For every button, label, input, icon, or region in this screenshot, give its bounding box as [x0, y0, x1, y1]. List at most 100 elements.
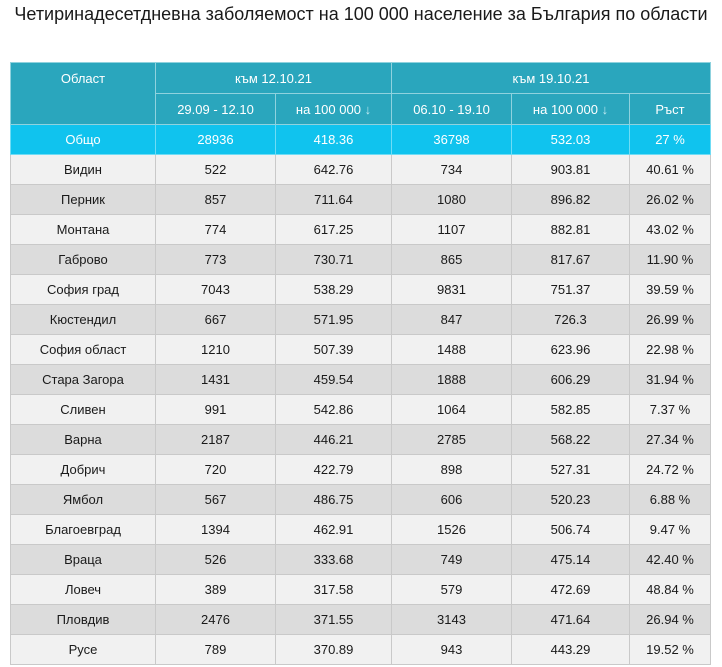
- table-row: Сливен 991 542.86 1064 582.85 7.37 %: [10, 394, 712, 425]
- growth-cell: 22.98 %: [628, 334, 712, 365]
- cases2-cell: 606: [391, 484, 512, 515]
- sort-arrow-icon: ↓: [601, 101, 609, 117]
- region-cell: Варна: [10, 424, 156, 455]
- cases2-cell: 579: [391, 574, 512, 605]
- table-row: Видин 522 642.76 734 903.81 40.61 %: [10, 154, 712, 185]
- rate1-cell: 711.64: [275, 184, 392, 215]
- rate1-cell: 538.29: [275, 274, 392, 305]
- growth-cell: 39.59 %: [628, 274, 712, 305]
- rate2-cell: 527.31: [511, 454, 630, 485]
- table-row: Кюстендил 667 571.95 847 726.3 26.99 %: [10, 304, 712, 335]
- page-title: Четиринадесетдневна заболяемост на 100 0…: [14, 4, 708, 24]
- rate1-cell: 486.75: [275, 484, 392, 515]
- rate1-cell: 370.89: [275, 634, 392, 665]
- region-cell: София област: [10, 334, 156, 365]
- table-row: Перник 857 711.64 1080 896.82 26.02 %: [10, 184, 712, 215]
- region-cell: Кюстендил: [10, 304, 156, 335]
- rate2-cell: 532.03: [511, 124, 630, 155]
- region-cell: Перник: [10, 184, 156, 215]
- growth-cell: 40.61 %: [628, 154, 712, 185]
- rate1-cell: 446.21: [275, 424, 392, 455]
- period2-group-header: към 19.10.21: [390, 62, 712, 94]
- region-cell: Пловдив: [10, 604, 156, 635]
- table-row: Пловдив 2476 371.55 3143 471.64 26.94 %: [10, 604, 712, 635]
- region-column-label: Област: [60, 71, 106, 86]
- rate2-cell: 623.96: [511, 334, 630, 365]
- table-row: Враца 526 333.68 749 475.14 42.40 %: [10, 544, 712, 575]
- region-cell: Сливен: [10, 394, 156, 425]
- table-row: Монтана 774 617.25 1107 882.81 43.02 %: [10, 214, 712, 245]
- header-row-bottom: 29.09 - 12.10 на 100 000 ↓ 06.10 - 19.10…: [11, 93, 712, 125]
- growth-cell: 26.99 %: [628, 304, 712, 335]
- rate2-cell: 882.81: [511, 214, 630, 245]
- cases2-cell: 1080: [391, 184, 512, 215]
- region-cell: Стара Загора: [10, 364, 156, 395]
- rate1-cell: 459.54: [275, 364, 392, 395]
- cases1-cell: 773: [155, 244, 276, 275]
- header-row-top: Област към 12.10.21 към 19.10.21: [10, 62, 712, 125]
- p1-per100k-header[interactable]: на 100 000 ↓: [275, 93, 392, 125]
- growth-cell: 27 %: [628, 124, 712, 155]
- cases2-cell: 1526: [391, 514, 512, 545]
- rate2-cell: 568.22: [511, 424, 630, 455]
- rate2-cell: 475.14: [511, 544, 630, 575]
- growth-cell: 26.94 %: [628, 604, 712, 635]
- growth-cell: 27.34 %: [628, 424, 712, 455]
- table-body: Общо 28936 418.36 36798 532.03 27 % Види…: [10, 124, 712, 665]
- cases2-cell: 749: [391, 544, 512, 575]
- region-cell: Благоевград: [10, 514, 156, 545]
- cases1-cell: 526: [155, 544, 276, 575]
- cases1-cell: 720: [155, 454, 276, 485]
- growth-cell: 26.02 %: [628, 184, 712, 215]
- growth-cell: 43.02 %: [628, 214, 712, 245]
- cases2-cell: 847: [391, 304, 512, 335]
- cases1-cell: 28936: [155, 124, 276, 155]
- rate1-cell: 422.79: [275, 454, 392, 485]
- table-row: София област 1210 507.39 1488 623.96 22.98 %: [10, 334, 712, 365]
- table-row: Ямбол 567 486.75 606 520.23 6.88 %: [10, 484, 712, 515]
- region-cell: Габрово: [10, 244, 156, 275]
- p1-per100k-label: на 100 000: [295, 101, 361, 117]
- table-row: Русе 789 370.89 943 443.29 19.52 %: [10, 634, 712, 665]
- table-row: Благоевград 1394 462.91 1526 506.74 9.47 %: [10, 514, 712, 545]
- p1-range-header[interactable]: 29.09 - 12.10: [155, 93, 276, 125]
- cases1-cell: 567: [155, 484, 276, 515]
- p2-per100k-header[interactable]: на 100 000 ↓: [511, 93, 630, 125]
- rate2-cell: 903.81: [511, 154, 630, 185]
- growth-cell: 31.94 %: [628, 364, 712, 395]
- p2-range-header[interactable]: 06.10 - 19.10: [391, 93, 512, 125]
- rate2-cell: 520.23: [511, 484, 630, 515]
- cases1-cell: 789: [155, 634, 276, 665]
- table-row: Варна 2187 446.21 2785 568.22 27.34 %: [10, 424, 712, 455]
- growth-cell: 7.37 %: [628, 394, 712, 425]
- cases2-cell: 1888: [391, 364, 512, 395]
- cases2-cell: 734: [391, 154, 512, 185]
- rate2-cell: 506.74: [511, 514, 630, 545]
- incidence-table: Област към 12.10.21 към 19.10.21 29.09 -…: [10, 62, 712, 665]
- rate2-cell: 896.82: [511, 184, 630, 215]
- period1-group-header: към 12.10.21: [155, 62, 392, 94]
- rate2-cell: 726.3: [511, 304, 630, 335]
- growth-cell: 6.88 %: [628, 484, 712, 515]
- rate2-cell: 471.64: [511, 604, 630, 635]
- region-cell: Добрич: [10, 454, 156, 485]
- growth-header[interactable]: Ръст: [628, 93, 712, 125]
- cases1-cell: 667: [155, 304, 276, 335]
- rate1-cell: 418.36: [275, 124, 392, 155]
- cases1-cell: 2476: [155, 604, 276, 635]
- region-column-header[interactable]: Област: [10, 62, 156, 125]
- rate1-cell: 333.68: [275, 544, 392, 575]
- table-row: Ловеч 389 317.58 579 472.69 48.84 %: [10, 574, 712, 605]
- cases2-cell: 1488: [391, 334, 512, 365]
- total-row: Общо 28936 418.36 36798 532.03 27 %: [10, 124, 712, 155]
- cases2-cell: 898: [391, 454, 512, 485]
- rate1-cell: 507.39: [275, 334, 392, 365]
- rate1-cell: 617.25: [275, 214, 392, 245]
- cases2-cell: 9831: [391, 274, 512, 305]
- rate2-cell: 443.29: [511, 634, 630, 665]
- table-row: Стара Загора 1431 459.54 1888 606.29 31.94 %: [10, 364, 712, 395]
- rate2-cell: 582.85: [511, 394, 630, 425]
- cases1-cell: 1210: [155, 334, 276, 365]
- p2-per100k-label: на 100 000: [532, 101, 598, 117]
- cases1-cell: 1394: [155, 514, 276, 545]
